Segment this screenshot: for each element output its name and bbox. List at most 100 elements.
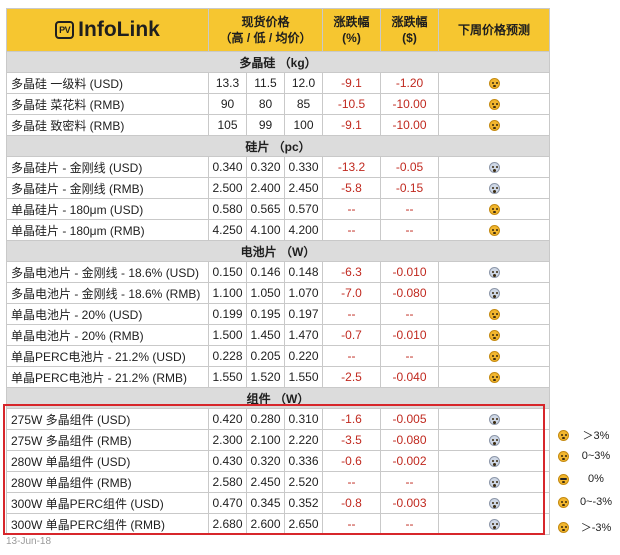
price-high: 2.580 (208, 471, 247, 493)
astonished-face-icon (488, 78, 500, 90)
product-name: 275W 多晶组件 (RMB) (6, 429, 209, 451)
table-row: 多晶电池片 - 金刚线 - 18.6% (USD) 0.150 0.146 0.148… (6, 261, 551, 283)
date-stamp: 13-Jun-18 (6, 536, 52, 547)
change-abs: -10.00 (380, 114, 440, 136)
price-low: 0.280 (246, 408, 285, 430)
change-abs: -0.010 (380, 261, 440, 283)
price-high: 0.580 (208, 198, 247, 220)
table-row: 300W 单晶PERC组件 (RMB) 2.680 2.600 2.650 -- -- (6, 513, 551, 535)
screaming-face-icon (488, 267, 500, 279)
change-abs: -- (380, 303, 440, 325)
price-low: 0.205 (246, 345, 285, 367)
price-low: 1.450 (246, 324, 285, 346)
price-avg: 0.197 (283, 303, 324, 325)
table-row: 300W 单晶PERC组件 (USD) 0.470 0.345 0.352 -0.8 -0… (6, 492, 551, 514)
product-name: 多晶电池片 - 金刚线 - 18.6% (USD) (6, 261, 209, 283)
product-name: 单晶PERC电池片 - 21.2% (RMB) (6, 366, 209, 388)
forecast-cell (438, 219, 551, 241)
price-high: 0.470 (208, 492, 247, 514)
price-avg: 1.550 (283, 366, 324, 388)
section-title: 电池片 （W） (5, 240, 551, 262)
change-pct: -9.1 (322, 72, 382, 94)
price-avg: 4.200 (283, 219, 324, 241)
table-header-row: PV InfoLink 现货价格 （高 / 低 / 均价） 涨跌幅 (%) 涨跌… (6, 8, 551, 52)
price-avg: 1.070 (283, 282, 324, 304)
table-row: 单晶硅片 - 180μm (RMB) 4.250 4.100 4.200 -- -- (6, 219, 551, 241)
table-row: 275W 多晶组件 (RMB) 2.300 2.100 2.220 -3.5 -0.080 (6, 429, 551, 451)
price-avg: 0.330 (283, 156, 324, 178)
change-abs: -0.002 (380, 450, 440, 472)
product-name: 多晶硅片 - 金刚线 (USD) (6, 156, 209, 178)
astonished-face-icon (488, 99, 500, 111)
product-name: 280W 单晶组件 (USD) (6, 450, 209, 472)
forecast-cell (438, 261, 551, 283)
change-pct: -10.5 (322, 93, 382, 115)
change-pct: -- (322, 471, 382, 493)
table-row: 275W 多晶组件 (USD) 0.420 0.280 0.310 -1.6 -0.005 (6, 408, 551, 430)
price-avg: 1.470 (283, 324, 324, 346)
change-pct: -- (322, 303, 382, 325)
price-high: 13.3 (208, 72, 247, 94)
astonished-face-icon (488, 204, 500, 216)
change-abs: -- (380, 513, 440, 535)
change-usd-header-line1: 涨跌幅 (391, 15, 428, 29)
screaming-face-icon (488, 414, 500, 426)
price-high: 1.500 (208, 324, 247, 346)
price-avg: 2.450 (283, 177, 324, 199)
screaming-face-icon (488, 498, 500, 510)
price-low: 99 (246, 114, 285, 136)
change-pct: -0.6 (322, 450, 382, 472)
price-avg: 0.336 (283, 450, 324, 472)
price-high: 105 (208, 114, 247, 136)
change-pct: -3.5 (322, 429, 382, 451)
price-avg: 85 (283, 93, 324, 115)
price-avg: 0.310 (283, 408, 324, 430)
price-low: 2.100 (246, 429, 285, 451)
price-header-line1: 现货价格 (241, 15, 290, 29)
change-abs: -0.005 (380, 408, 440, 430)
price-high: 1.550 (208, 366, 247, 388)
section-row: 多晶硅 （kg） (5, 51, 551, 73)
price-high: 1.100 (208, 282, 247, 304)
legend-text: 0% (588, 473, 604, 485)
screaming-face-icon (488, 456, 500, 468)
product-name: 300W 单晶PERC组件 (USD) (6, 492, 209, 514)
price-low: 0.146 (246, 261, 285, 283)
forecast-cell (438, 492, 551, 514)
product-name: 多晶硅 一级料 (USD) (6, 72, 209, 94)
price-high: 0.199 (208, 303, 247, 325)
screaming-face-icon (488, 435, 500, 447)
table-row: 单晶电池片 - 20% (RMB) 1.500 1.450 1.470 -0.7 -0.0… (6, 324, 551, 346)
price-low: 4.100 (246, 219, 285, 241)
neutral-face-icon (558, 450, 569, 462)
price-avg: 2.520 (283, 471, 324, 493)
change-abs: -0.003 (380, 492, 440, 514)
change-pct: -- (322, 198, 382, 220)
astonished-face-icon (488, 225, 500, 237)
product-name: 多晶电池片 - 金刚线 - 18.6% (RMB) (6, 282, 209, 304)
price-low: 0.320 (246, 450, 285, 472)
change-abs: -10.00 (380, 93, 440, 115)
table-row: 单晶电池片 - 20% (USD) 0.199 0.195 0.197 -- -- (6, 303, 551, 325)
table-row: 单晶硅片 - 180μm (USD) 0.580 0.565 0.570 -- -- (6, 198, 551, 220)
change-pct: -7.0 (322, 282, 382, 304)
price-header: 现货价格 （高 / 低 / 均价） (207, 8, 324, 52)
change-pct: -- (322, 345, 382, 367)
section-row: 电池片 （W） (5, 240, 551, 262)
forecast-cell (438, 345, 551, 367)
change-pct: -2.5 (322, 366, 382, 388)
forecast-cell (438, 114, 551, 136)
forecast-cell (438, 282, 551, 304)
price-low: 0.195 (246, 303, 285, 325)
price-high: 0.228 (208, 345, 247, 367)
forecast-cell (438, 303, 551, 325)
price-low: 0.320 (246, 156, 285, 178)
legend-item: 0~-3% (558, 496, 618, 508)
forecast-cell (438, 156, 551, 178)
change-abs: -- (380, 471, 440, 493)
price-high: 2.300 (208, 429, 247, 451)
change-pct: -- (322, 219, 382, 241)
change-usd-header-line2: ($) (402, 31, 417, 45)
product-name: 单晶硅片 - 180μm (USD) (6, 198, 209, 220)
price-high: 2.680 (208, 513, 247, 535)
